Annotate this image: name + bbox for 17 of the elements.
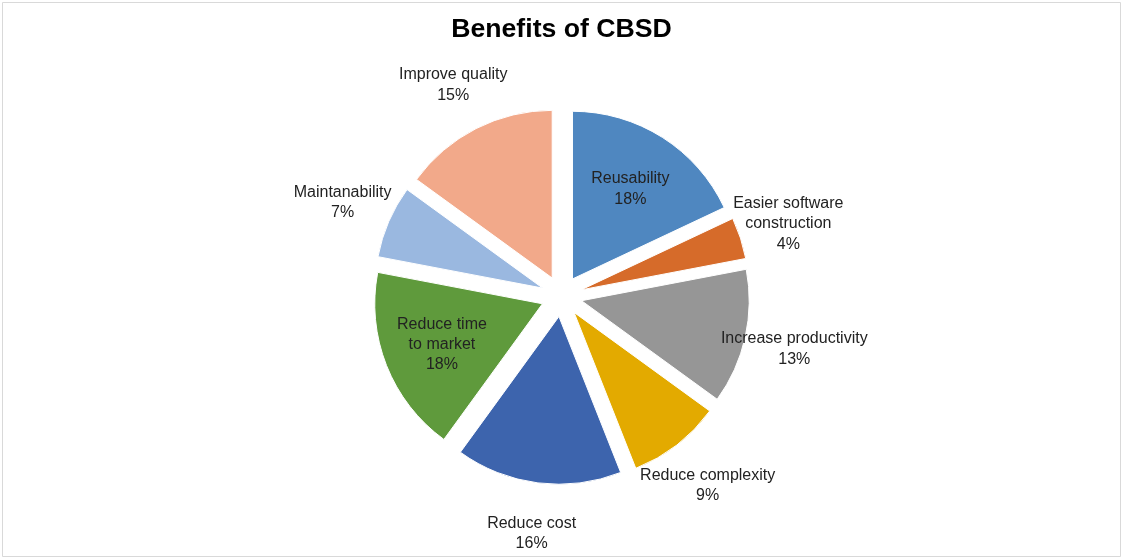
slice-label: Reusability [591,169,670,187]
slice-label: Improve quality [398,65,508,83]
data-label: 16% [515,534,548,552]
data-label: 18% [425,355,458,373]
slice-label: Increase productivity [720,329,868,347]
data-label: 4% [776,234,800,252]
chart-title: Benefits of CBSD [451,13,672,44]
data-label: 15% [437,85,470,103]
slice-label: Reduce time to market [397,314,487,352]
slice-label: Maintanability [293,182,392,200]
data-label: 13% [778,349,811,367]
data-label: 7% [331,203,355,221]
slice-label: Reduce cost [487,513,577,531]
slice-label: Easier software construction [733,193,844,232]
slice-label: Reduce complexity [640,465,776,483]
data-label: 18% [614,189,647,207]
data-label: 9% [696,486,720,504]
